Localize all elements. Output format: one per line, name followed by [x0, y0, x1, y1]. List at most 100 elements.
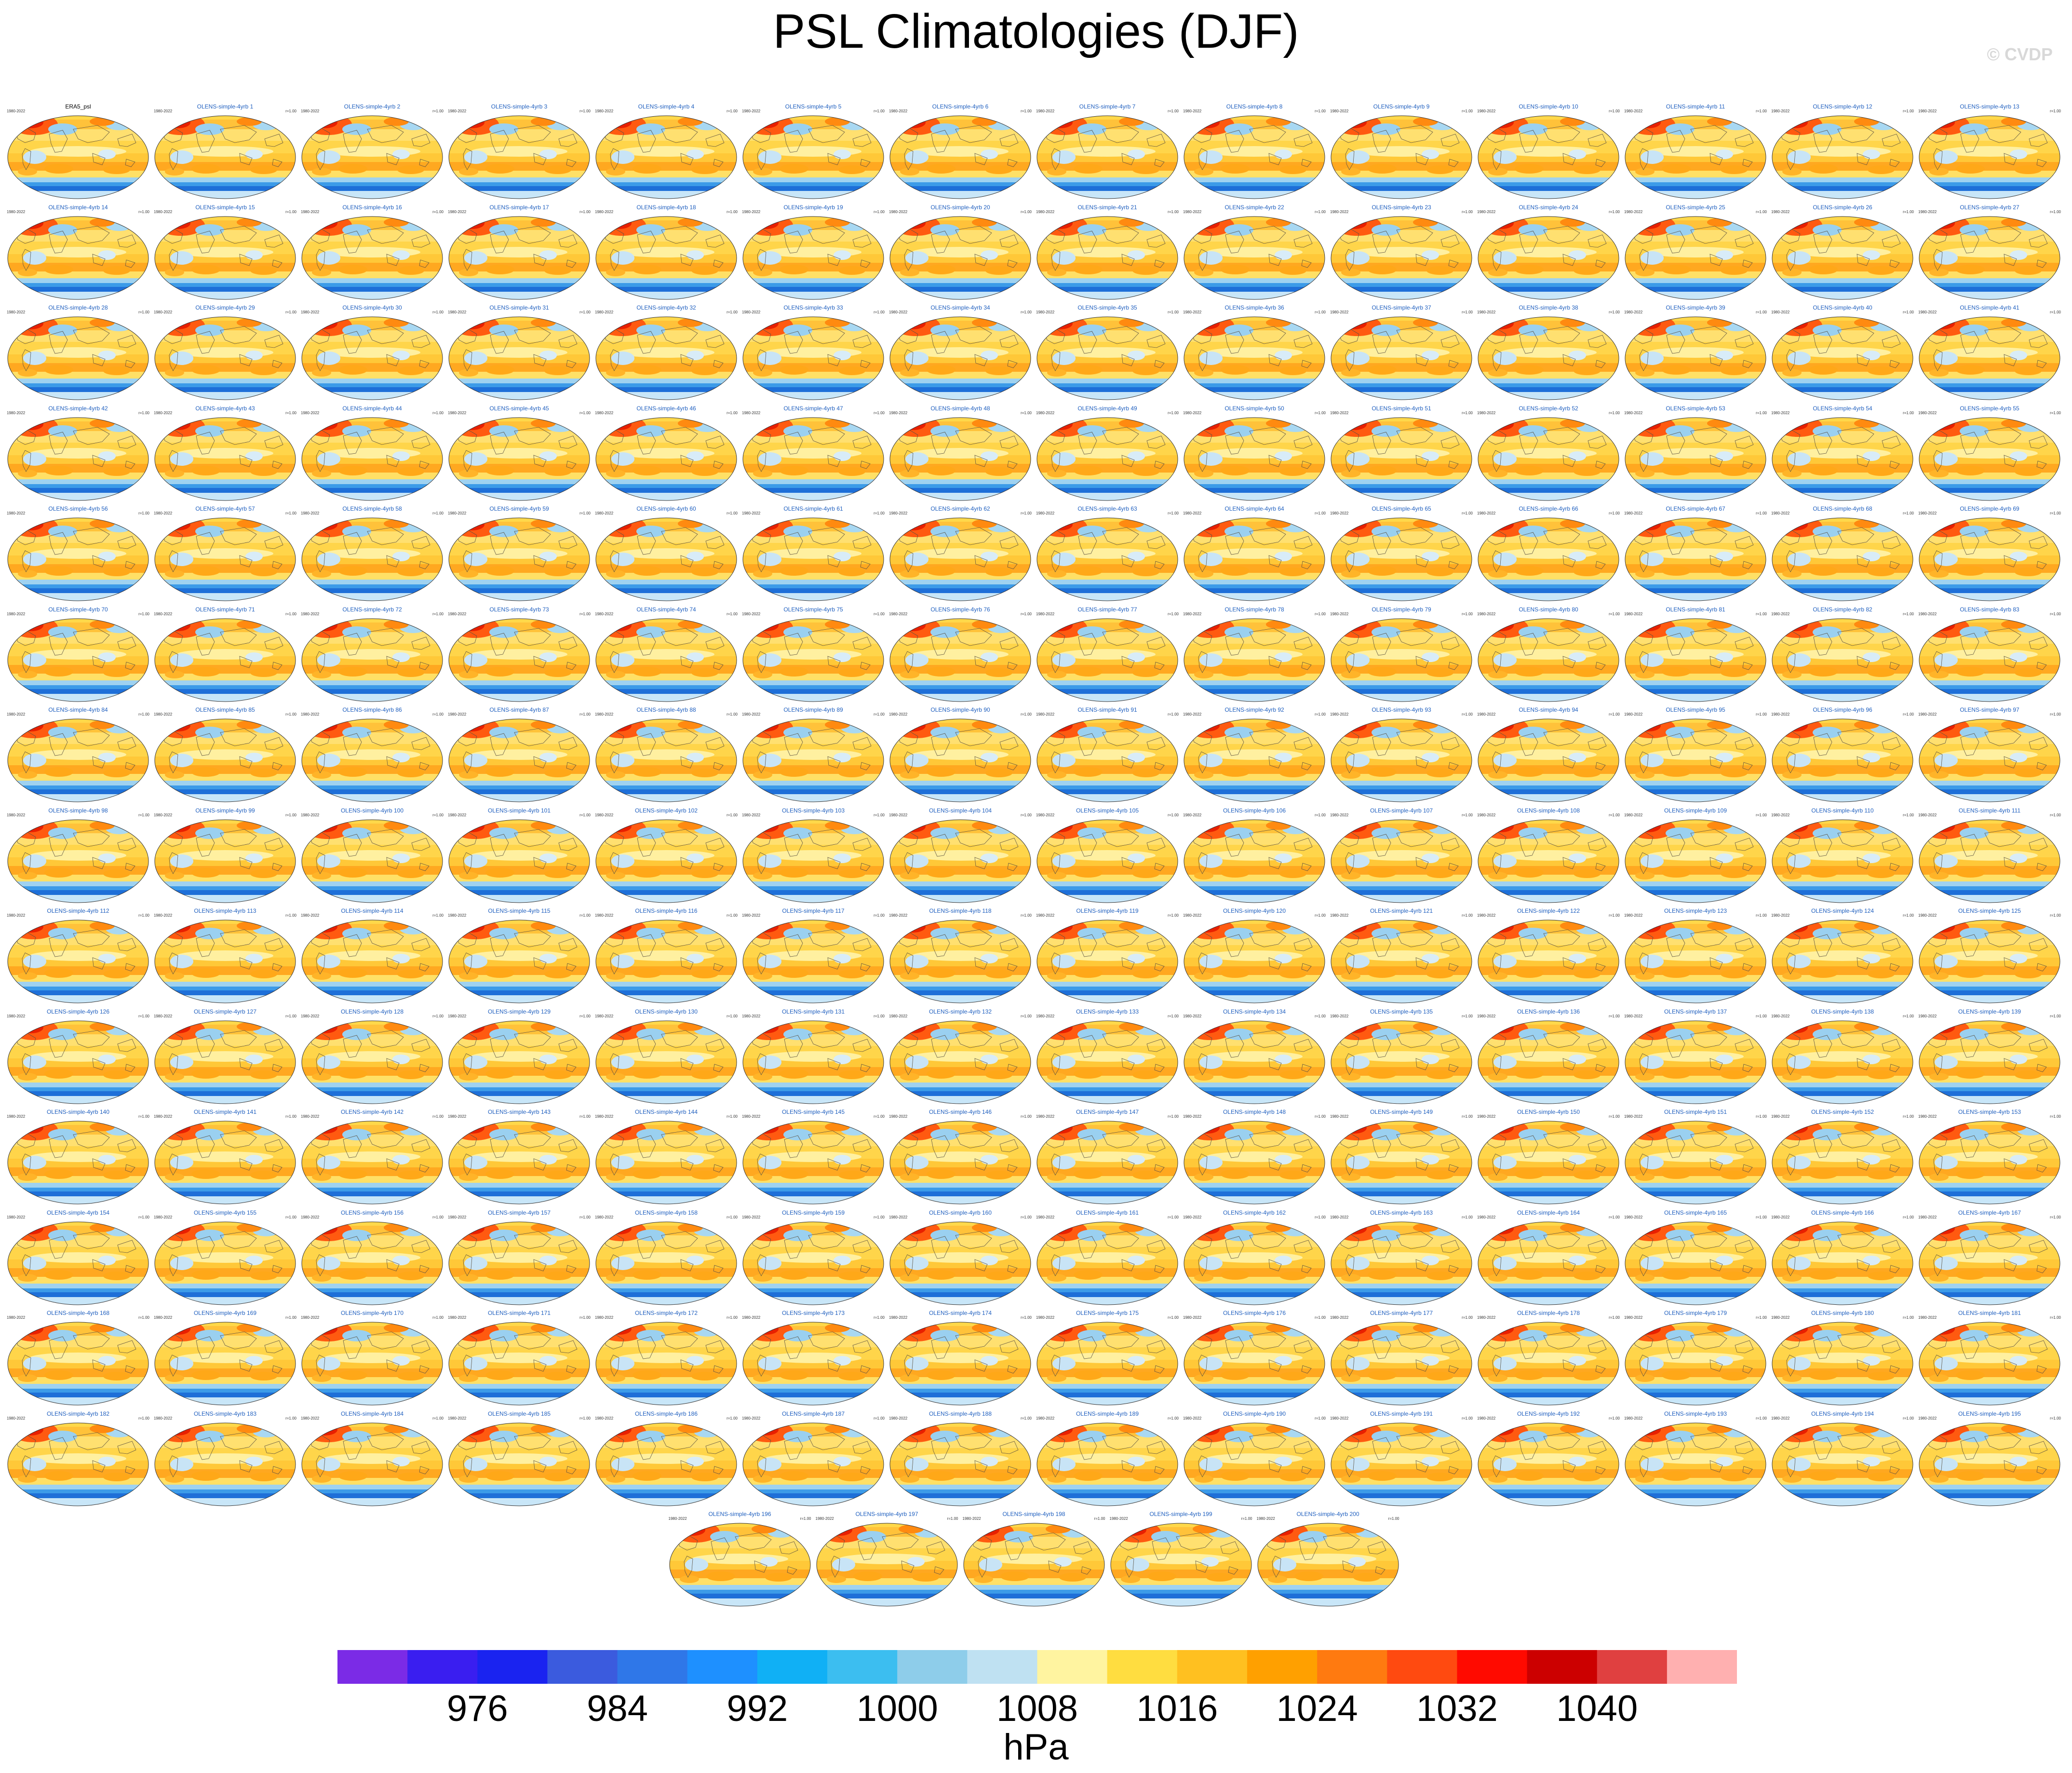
panel-period: 1980-2022: [7, 1014, 26, 1018]
panel-period: 1980-2022: [1918, 310, 1937, 314]
panel-correlation: r=1.00: [1903, 1416, 1914, 1421]
panel-title: OLENS-simple-4yrb 91: [1077, 706, 1137, 713]
map-panel-member: OLENS-simple-4yrb 90 1980-2022 r=1.00: [888, 706, 1033, 805]
panel-title: OLENS-simple-4yrb 140: [46, 1109, 110, 1115]
panel-title: OLENS-simple-4yrb 142: [340, 1109, 404, 1115]
colorbar-box: [757, 1650, 828, 1684]
map-panel-member: OLENS-simple-4yrb 191 1980-2022 r=1.00: [1329, 1410, 1474, 1509]
map-panel-member: OLENS-simple-4yrb 143 1980-2022 r=1.00: [447, 1109, 592, 1207]
panel-title: OLENS-simple-4yrb 60: [636, 505, 696, 512]
panel-period: 1980-2022: [742, 1416, 761, 1421]
panel-period: 1980-2022: [7, 913, 26, 918]
panel-title: OLENS-simple-4yrb 125: [1958, 907, 2021, 914]
panel-title: OLENS-simple-4yrb 163: [1370, 1209, 1433, 1216]
panel-correlation: r=1.00: [1168, 1014, 1179, 1018]
panel-correlation: r=1.00: [727, 1416, 738, 1421]
panel-correlation: r=1.00: [1168, 1416, 1179, 1421]
panel-period: 1980-2022: [154, 812, 173, 817]
panel-title: OLENS-simple-4yrb 173: [781, 1310, 845, 1316]
colorbar-tick-label: 992: [727, 1688, 788, 1729]
map-plot: [1036, 819, 1178, 903]
map-plot: [595, 920, 737, 1003]
map-plot: [448, 618, 590, 702]
map-plot: [595, 517, 737, 601]
map-panel-member: OLENS-simple-4yrb 161 1980-2022 r=1.00: [1035, 1209, 1180, 1308]
map-panel-member: OLENS-simple-4yrb 157 1980-2022 r=1.00: [447, 1209, 592, 1308]
map-panel-member: OLENS-simple-4yrb 4 1980-2022 r=1.00: [594, 103, 739, 202]
panel-correlation: r=1.00: [2050, 812, 2061, 817]
panel-correlation: r=1.00: [285, 1114, 296, 1119]
map-panel-member: OLENS-simple-4yrb 105 1980-2022 r=1.00: [1035, 807, 1180, 906]
map-plot: [154, 1422, 296, 1506]
map-plot: [7, 316, 149, 400]
panel-period: 1980-2022: [154, 913, 173, 918]
panel-correlation: r=1.00: [1756, 1014, 1767, 1018]
map-panel-member: OLENS-simple-4yrb 181 1980-2022 r=1.00: [1917, 1310, 2062, 1408]
panel-period: 1980-2022: [1477, 1014, 1496, 1018]
panel-correlation: r=1.00: [138, 1416, 149, 1421]
map-plot: [889, 216, 1031, 299]
map-plot: [154, 517, 296, 601]
panel-period: 1980-2022: [1771, 511, 1790, 515]
panel-title: OLENS-simple-4yrb 139: [1958, 1008, 2021, 1015]
panel-correlation: r=1.00: [1903, 913, 1914, 918]
panel-title: OLENS-simple-4yrb 169: [193, 1310, 257, 1316]
panel-correlation: r=1.00: [285, 511, 296, 515]
panel-correlation: r=1.00: [1315, 209, 1326, 214]
map-panel-member: OLENS-simple-4yrb 32 1980-2022 r=1.00: [594, 304, 739, 403]
map-panel-member: OLENS-simple-4yrb 25 1980-2022 r=1.00: [1623, 204, 1768, 302]
panel-period: 1980-2022: [1624, 310, 1643, 314]
panel-period: 1980-2022: [1183, 611, 1202, 616]
panel-period: 1980-2022: [742, 812, 761, 817]
panel-title: OLENS-simple-4yrb 124: [1811, 907, 1874, 914]
map-plot: [301, 819, 443, 903]
map-plot: [448, 1121, 590, 1205]
panel-title: OLENS-simple-4yrb 96: [1813, 706, 1872, 713]
map-plot: [7, 1020, 149, 1104]
map-plot: [1625, 920, 1766, 1003]
panel-period: 1980-2022: [301, 310, 320, 314]
panel-correlation: r=1.00: [1315, 712, 1326, 717]
map-plot: [448, 1322, 590, 1406]
panel-period: 1980-2022: [742, 1114, 761, 1119]
map-plot: [1331, 216, 1472, 299]
panel-title: OLENS-simple-4yrb 148: [1223, 1109, 1286, 1115]
panel-period: 1980-2022: [595, 209, 614, 214]
panel-correlation: r=1.00: [1756, 712, 1767, 717]
panel-title: OLENS-simple-4yrb 132: [928, 1008, 992, 1015]
panel-correlation: r=1.00: [1756, 109, 1767, 113]
map-panel-member: OLENS-simple-4yrb 3 1980-2022 r=1.00: [447, 103, 592, 202]
map-plot: [301, 316, 443, 400]
panel-title: OLENS-simple-4yrb 104: [928, 807, 992, 814]
panel-correlation: r=1.00: [947, 1516, 958, 1521]
map-plot: [742, 517, 884, 601]
map-plot: [1184, 618, 1325, 702]
panel-correlation: r=1.00: [1168, 1315, 1179, 1320]
panel-period: 1980-2022: [301, 712, 320, 717]
panel-correlation: r=1.00: [432, 712, 444, 717]
panel-correlation: r=1.00: [432, 410, 444, 415]
panel-correlation: r=1.00: [874, 812, 885, 817]
map-plot: [154, 115, 296, 199]
map-plot: [1184, 517, 1325, 601]
panel-period: 1980-2022: [962, 1516, 981, 1521]
panel-correlation: r=1.00: [727, 712, 738, 717]
map-plot: [448, 115, 590, 199]
panel-period: 1980-2022: [1624, 1315, 1643, 1320]
panel-correlation: r=1.00: [138, 1315, 149, 1320]
panel-title: OLENS-simple-4yrb 52: [1519, 405, 1578, 412]
panel-title: OLENS-simple-4yrb 122: [1517, 907, 1580, 914]
panel-title: OLENS-simple-4yrb 48: [930, 405, 990, 412]
map-plot: [7, 819, 149, 903]
map-plot: [595, 618, 737, 702]
panel-period: 1980-2022: [1477, 812, 1496, 817]
colorbar-box: [1247, 1650, 1318, 1684]
panel-period: 1980-2022: [301, 812, 320, 817]
panel-correlation: r=1.00: [1756, 310, 1767, 314]
panel-title: OLENS-simple-4yrb 35: [1077, 304, 1137, 311]
panel-period: 1980-2022: [1918, 410, 1937, 415]
panel-period: 1980-2022: [1771, 913, 1790, 918]
map-panel-member: OLENS-simple-4yrb 155 1980-2022 r=1.00: [153, 1209, 297, 1308]
map-plot: [1919, 1020, 2060, 1104]
panel-period: 1980-2022: [7, 1315, 26, 1320]
